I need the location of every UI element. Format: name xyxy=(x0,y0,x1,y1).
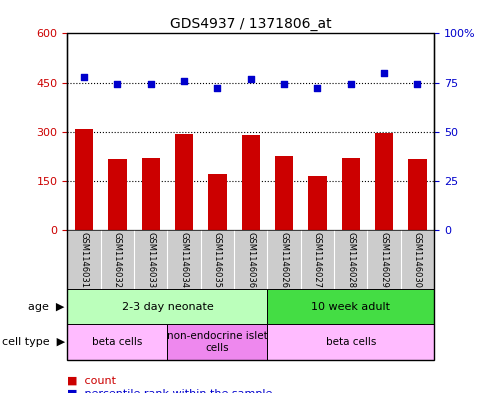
Text: beta cells: beta cells xyxy=(92,337,143,347)
Text: age  ▶: age ▶ xyxy=(28,301,65,312)
Bar xyxy=(175,134,193,230)
Point xyxy=(180,77,188,84)
Text: GSM1146029: GSM1146029 xyxy=(380,231,389,288)
Bar xyxy=(208,174,227,230)
Bar xyxy=(142,158,160,230)
Point xyxy=(80,73,88,80)
Point xyxy=(380,70,388,76)
Bar xyxy=(242,135,260,230)
Bar xyxy=(167,324,267,360)
Point xyxy=(280,81,288,88)
Text: ■  count: ■ count xyxy=(67,375,116,385)
Bar xyxy=(342,158,360,230)
Point xyxy=(347,81,355,88)
Text: GSM1146026: GSM1146026 xyxy=(279,231,288,288)
Bar xyxy=(267,289,434,324)
Text: GSM1146036: GSM1146036 xyxy=(246,231,255,288)
Text: GSM1146031: GSM1146031 xyxy=(79,231,88,288)
Bar xyxy=(308,176,327,230)
Text: GSM1146033: GSM1146033 xyxy=(146,231,155,288)
Point xyxy=(313,85,321,92)
Bar xyxy=(75,129,93,230)
Text: beta cells: beta cells xyxy=(325,337,376,347)
Text: GSM1146030: GSM1146030 xyxy=(413,231,422,288)
Text: non-endocrine islet
cells: non-endocrine islet cells xyxy=(167,331,268,353)
Text: cell type  ▶: cell type ▶ xyxy=(1,337,65,347)
Point xyxy=(214,85,222,92)
Bar xyxy=(267,324,434,360)
Bar xyxy=(408,160,427,230)
Title: GDS4937 / 1371806_at: GDS4937 / 1371806_at xyxy=(170,17,331,31)
Point xyxy=(247,75,254,82)
Text: GSM1146028: GSM1146028 xyxy=(346,231,355,288)
Bar xyxy=(275,156,293,230)
Text: GSM1146032: GSM1146032 xyxy=(113,231,122,288)
Point xyxy=(113,81,121,88)
Point xyxy=(147,81,155,88)
Text: 10 week adult: 10 week adult xyxy=(311,301,390,312)
Text: GSM1146027: GSM1146027 xyxy=(313,231,322,288)
Text: ■  percentile rank within the sample: ■ percentile rank within the sample xyxy=(67,389,273,393)
Text: GSM1146034: GSM1146034 xyxy=(180,231,189,288)
Point xyxy=(414,81,422,88)
Bar xyxy=(67,289,267,324)
Bar xyxy=(67,324,167,360)
Bar xyxy=(108,160,127,230)
Bar xyxy=(375,132,393,230)
Text: GSM1146035: GSM1146035 xyxy=(213,231,222,288)
Text: 2-3 day neonate: 2-3 day neonate xyxy=(122,301,213,312)
